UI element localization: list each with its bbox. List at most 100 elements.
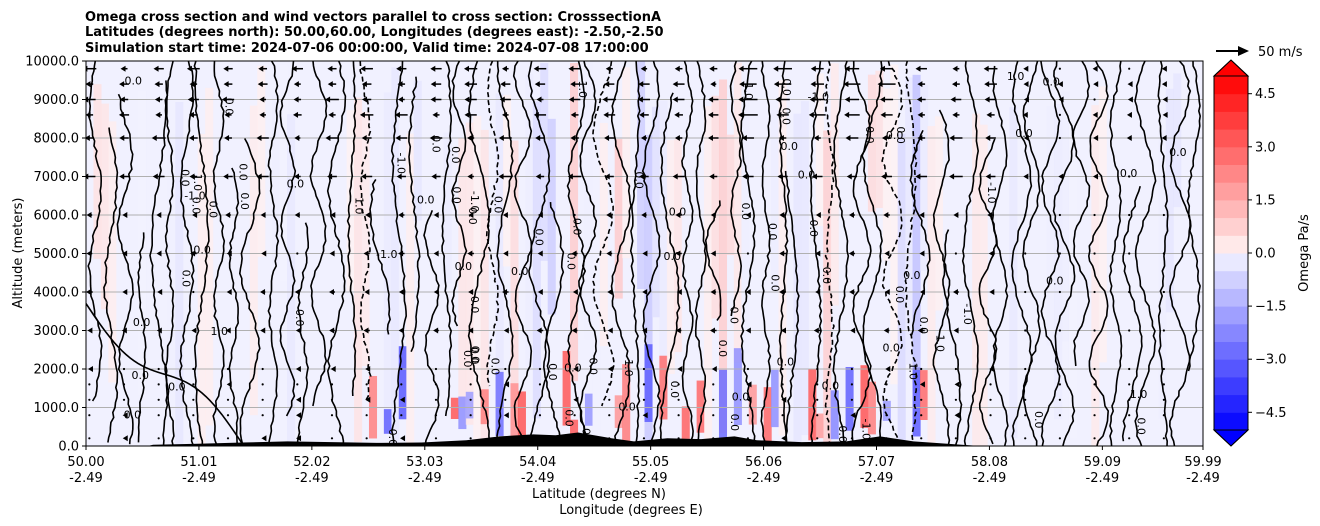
wind-vector-dot bbox=[712, 414, 715, 417]
wind-vector-dot bbox=[1162, 290, 1165, 294]
wind-vector-head bbox=[777, 173, 783, 180]
wind-vector-head bbox=[642, 412, 648, 419]
wind-vector-head bbox=[640, 65, 646, 72]
wind-vector-head bbox=[984, 96, 990, 103]
wind-vector-head bbox=[746, 396, 752, 403]
wind-vector-head bbox=[537, 250, 543, 257]
wind-vector-dot bbox=[192, 398, 195, 401]
omega-patch bbox=[257, 65, 266, 257]
contour-label: 0.0 bbox=[238, 192, 251, 209]
wind-vector-head bbox=[433, 289, 439, 295]
colorbar-outline bbox=[1213, 59, 1249, 447]
omega-patch bbox=[167, 134, 176, 446]
contour-line bbox=[1072, 61, 1091, 367]
omega-patch-strong bbox=[495, 371, 504, 436]
colorbar-band bbox=[1214, 111, 1248, 130]
wind-vector-head bbox=[225, 327, 231, 334]
wind-vector-head bbox=[122, 289, 128, 295]
wind-vector-head bbox=[917, 327, 923, 334]
wind-vector-head bbox=[919, 212, 925, 218]
wind-vector-dot bbox=[1058, 437, 1061, 440]
contour-line bbox=[641, 61, 662, 446]
contour-label: 0.0 bbox=[189, 197, 202, 215]
wind-vector-head bbox=[949, 135, 955, 141]
wind-vector-head bbox=[156, 212, 162, 218]
wind-vector-dot bbox=[1128, 290, 1131, 294]
wind-vector-head bbox=[844, 96, 850, 103]
wind-vector-head bbox=[808, 111, 814, 118]
contour-label: 0.0 bbox=[131, 369, 149, 382]
wind-vector-dot bbox=[330, 398, 334, 401]
wind-vector-head bbox=[919, 289, 925, 295]
wind-vector-head bbox=[363, 327, 369, 334]
wind-vector-head bbox=[607, 289, 613, 295]
wind-vector-head bbox=[464, 111, 470, 118]
omega-patch bbox=[733, 62, 742, 363]
x-tick-label-lon: -2.49 bbox=[295, 471, 329, 486]
wind-vector-head bbox=[880, 111, 886, 118]
omega-patch bbox=[1068, 117, 1078, 438]
wind-vector-dot bbox=[157, 414, 160, 417]
wind-vector-dot bbox=[226, 414, 230, 417]
wind-vector-head bbox=[221, 96, 227, 103]
wind-vector-head bbox=[86, 173, 89, 180]
wind-vector-dot bbox=[1058, 213, 1061, 217]
contour-line bbox=[909, 129, 931, 336]
contour-label: 0.0 bbox=[468, 346, 481, 364]
wind-vector-head bbox=[1093, 135, 1099, 141]
omega-patch bbox=[666, 140, 675, 374]
colorbar-band bbox=[1214, 306, 1248, 325]
wind-vector-dot bbox=[1024, 329, 1027, 332]
wind-vector-head bbox=[430, 96, 436, 103]
omega-patch bbox=[867, 74, 876, 212]
wind-vector-dot bbox=[781, 383, 784, 386]
contour-line bbox=[267, 61, 280, 446]
omega-patch-strong bbox=[517, 391, 526, 441]
omega-patch bbox=[674, 139, 683, 353]
wind-vector-dot bbox=[122, 398, 126, 401]
wind-vector-dot bbox=[1058, 383, 1061, 386]
wind-vector-head bbox=[429, 135, 435, 141]
wind-vector-head bbox=[118, 111, 124, 118]
omega-patch bbox=[570, 63, 579, 382]
wind-vector-head bbox=[781, 396, 787, 403]
colorbar-band bbox=[1214, 76, 1248, 95]
omega-patch bbox=[138, 90, 147, 395]
wind-vector-head bbox=[573, 396, 579, 403]
wind-vector-head bbox=[778, 135, 784, 141]
wind-vector-head bbox=[293, 81, 299, 88]
wind-vector-dot bbox=[400, 367, 403, 371]
x-axis: 50.00-2.4951.01-2.4952.02-2.4953.03-2.49… bbox=[67, 446, 1222, 486]
omega-patch bbox=[830, 63, 839, 306]
omega-patch bbox=[1173, 73, 1182, 208]
wind-vector-head bbox=[361, 135, 367, 141]
contour-line bbox=[942, 229, 963, 445]
wind-vector-head bbox=[325, 96, 331, 103]
contour-label: 0.0 bbox=[732, 391, 750, 404]
wind-vector-dot bbox=[157, 437, 160, 440]
colorbar-band bbox=[1214, 270, 1248, 289]
y-tick-label: 4000.0 bbox=[34, 286, 80, 301]
wind-vector-head bbox=[607, 327, 613, 334]
wind-vector-head bbox=[503, 250, 509, 257]
wind-vector-head bbox=[710, 212, 716, 218]
omega-patch bbox=[622, 67, 631, 259]
wind-vector-head bbox=[223, 65, 229, 72]
contour-label: 1.0 bbox=[353, 197, 366, 215]
wind-vector-head bbox=[675, 212, 681, 218]
wind-vector-head bbox=[398, 327, 404, 334]
wind-vector-dot bbox=[1093, 329, 1096, 332]
wind-vector-dot bbox=[816, 367, 819, 371]
wind-vector-head bbox=[396, 173, 402, 180]
wind-vector-head bbox=[119, 135, 125, 141]
contour-label: 0.0 bbox=[1046, 275, 1064, 288]
wind-vector-head bbox=[86, 289, 91, 295]
wind-vector-head bbox=[1057, 81, 1063, 88]
wind-vector-head bbox=[708, 135, 714, 141]
wind-vector-head bbox=[570, 135, 576, 141]
contour-label: 0.0 bbox=[168, 380, 186, 393]
wind-vector-dot bbox=[1128, 383, 1131, 386]
wind-vector-head bbox=[950, 96, 956, 103]
wind-vector-dot bbox=[469, 398, 472, 401]
omega-patch bbox=[1098, 86, 1107, 363]
